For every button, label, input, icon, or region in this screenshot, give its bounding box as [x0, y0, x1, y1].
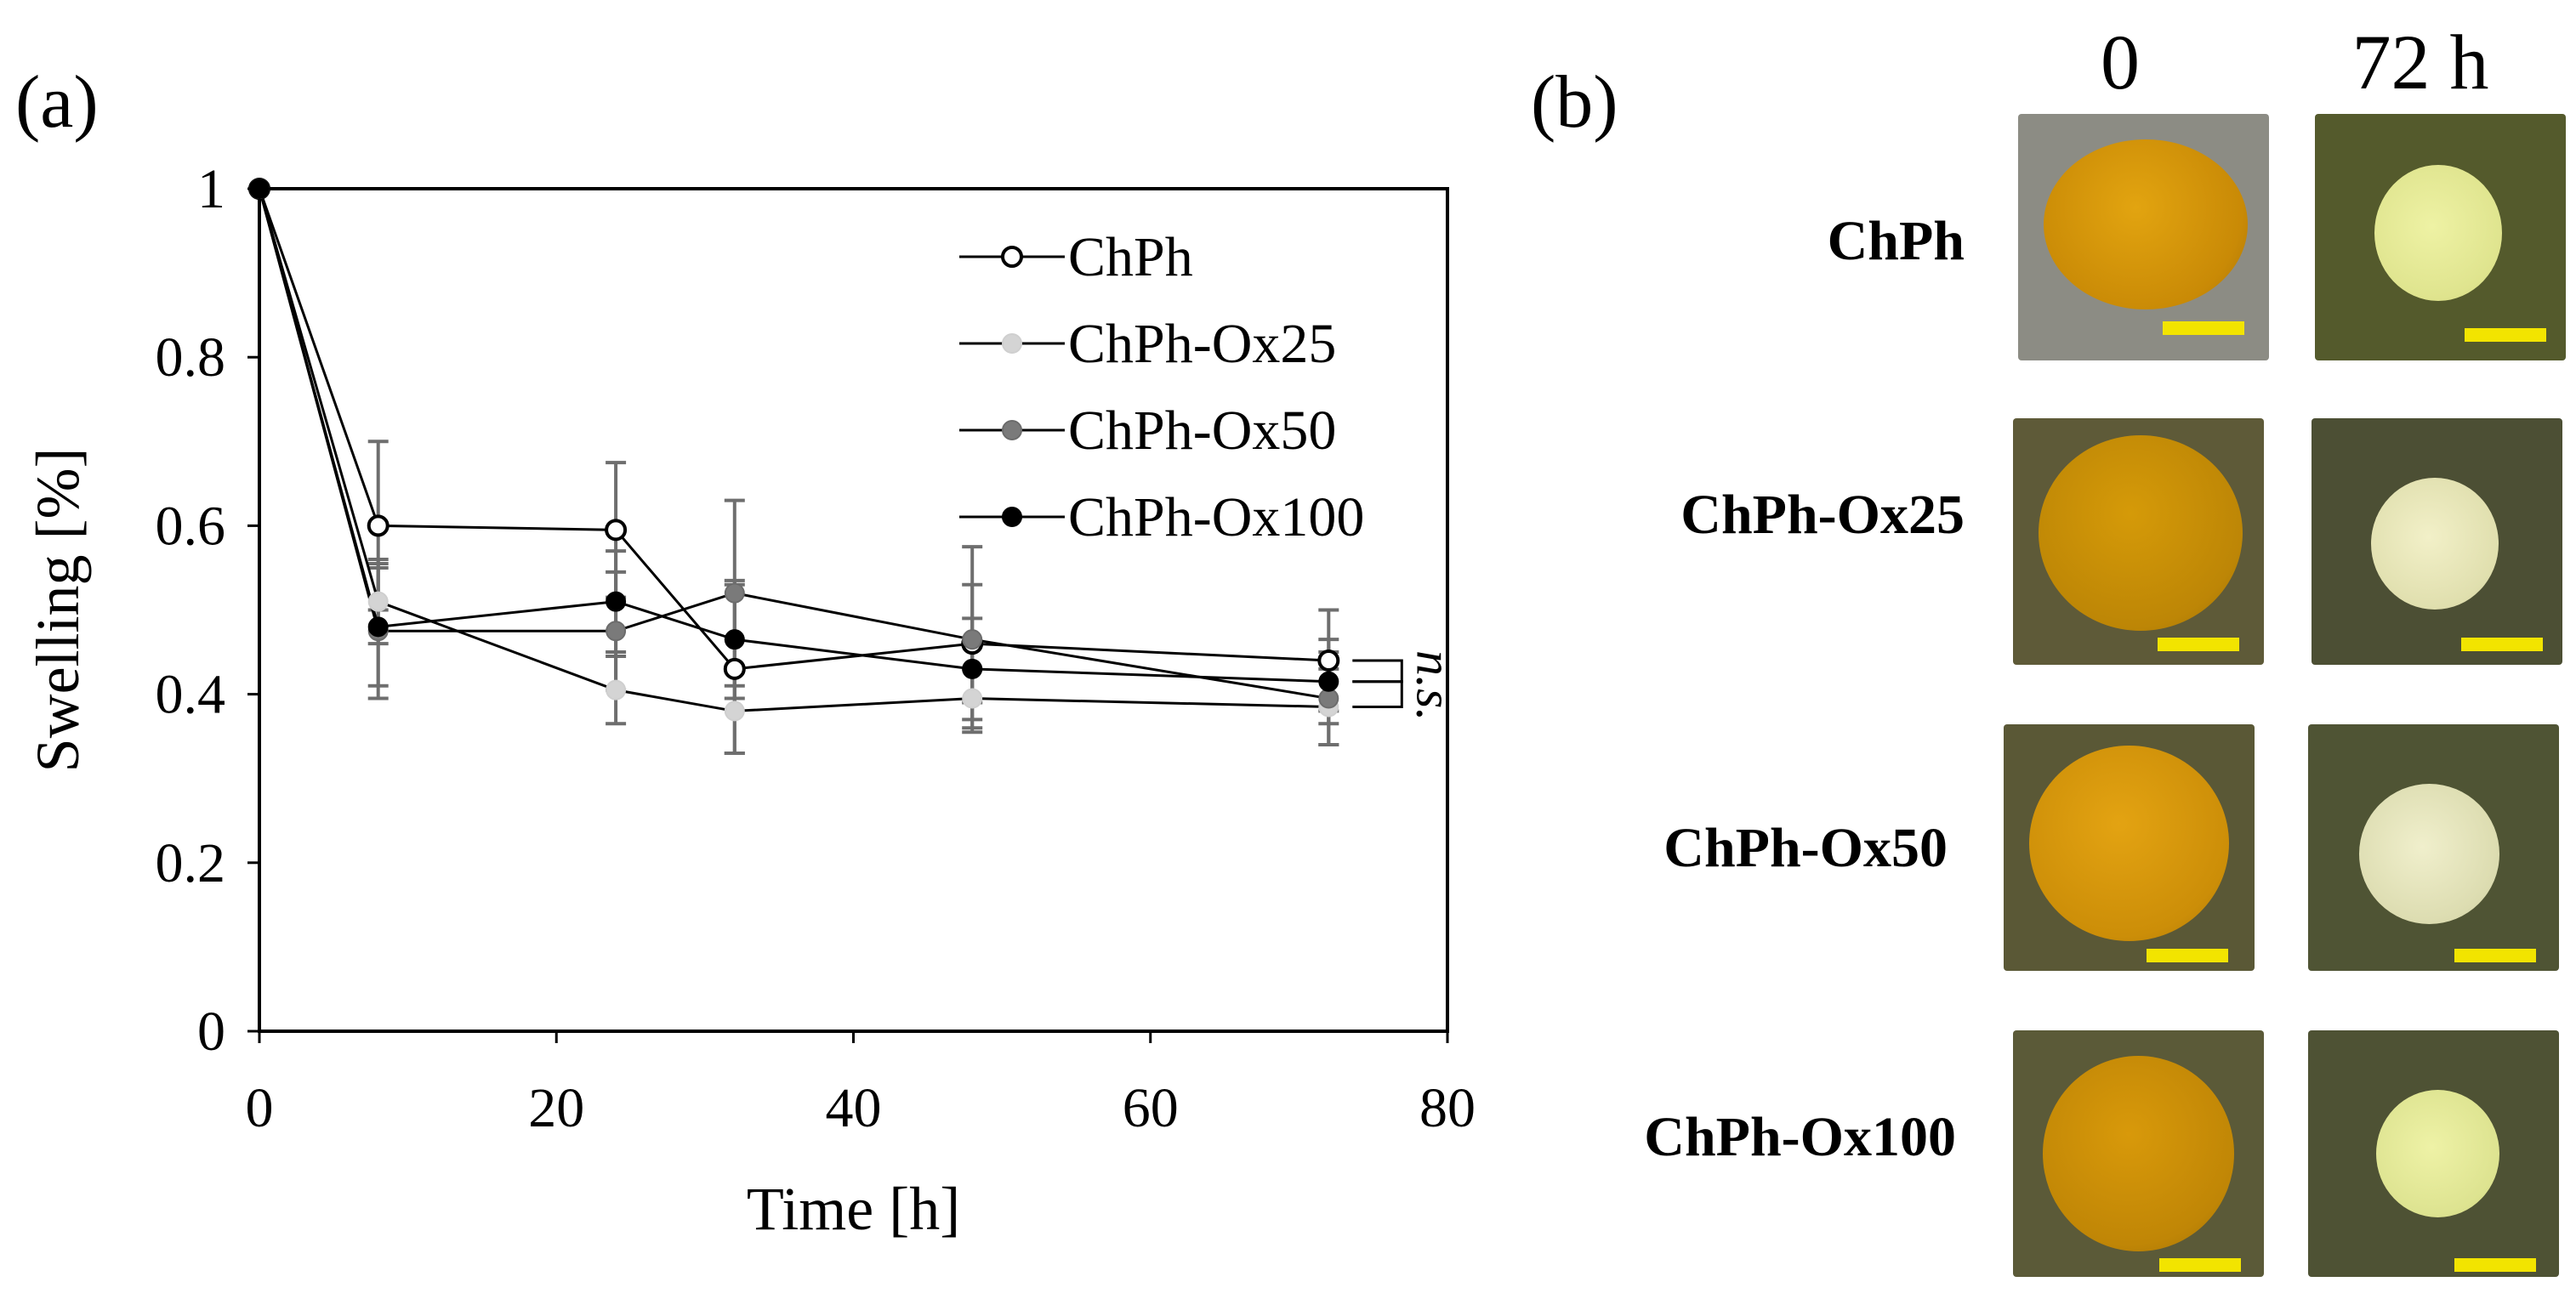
scale-bar [2461, 638, 2543, 651]
y-tick-label: 0.4 [156, 664, 226, 726]
legend-marker [1001, 246, 1023, 268]
photo-chph-ox50-72h [2308, 724, 2559, 971]
data-point-chph-ox100 [367, 616, 389, 638]
series-line-chph-ox25 [258, 188, 1329, 712]
legend-entry: ChPh-Ox25 [1068, 313, 1336, 375]
photo-chph-0h [2018, 114, 2269, 360]
data-point-chph [367, 514, 390, 537]
x-tick-label: 40 [826, 1077, 882, 1139]
legend-marker [1002, 420, 1022, 440]
legend-marker [1002, 507, 1022, 527]
data-point-chph-ox25 [367, 591, 389, 612]
column-header-0h: 0 [2101, 19, 2140, 105]
row-label-chph-ox50: ChPh-Ox50 [1663, 817, 1948, 879]
photo-chph-ox25-0h [2013, 418, 2264, 665]
legend-entry: ChPh-Ox50 [1068, 400, 1336, 462]
photo-chph-ox100-0h [2013, 1030, 2264, 1277]
data-point-chph-ox100 [249, 179, 270, 199]
y-tick-label: 0 [197, 1001, 225, 1063]
legend-entry: ChPh-Ox100 [1068, 486, 1364, 548]
x-tick-label: 60 [1123, 1077, 1179, 1139]
x-tick-label: 0 [246, 1077, 274, 1139]
scale-bar [2159, 1258, 2241, 1272]
panel-b-label: (b) [1531, 61, 1618, 144]
data-point-chph-ox25 [724, 701, 745, 722]
x-tick-label: 80 [1419, 1077, 1476, 1139]
photo-chph-ox25-72h [2312, 418, 2562, 665]
data-point-chph [1317, 649, 1340, 672]
data-point-chph [605, 519, 628, 542]
x-tick-label: 20 [528, 1077, 584, 1139]
photo-chph-ox50-0h [2004, 724, 2255, 971]
scale-bar [2454, 1258, 2536, 1272]
legend-marker [1002, 333, 1022, 354]
data-point-chph-ox100 [724, 629, 745, 650]
data-point-chph-ox50 [1318, 688, 1339, 709]
scale-bar [2163, 321, 2244, 335]
y-axis-label: Swelling [%] [24, 448, 92, 773]
y-tick-label: 0.6 [156, 495, 226, 557]
data-point-chph-ox50 [606, 621, 627, 642]
significance-label: n.s. [1406, 650, 1462, 721]
data-point-chph-ox25 [962, 688, 983, 709]
legend-entry: ChPh [1068, 226, 1193, 288]
data-point-chph-ox25 [606, 679, 627, 701]
row-label-chph: ChPh [1827, 210, 1965, 272]
data-point-chph-ox50 [962, 629, 983, 650]
y-tick-label: 1 [197, 158, 225, 220]
series-line-chph [258, 188, 1329, 671]
scale-bar [2454, 949, 2536, 962]
panel-a-label: (a) [15, 61, 99, 144]
row-label-chph-ox25: ChPh-Ox25 [1680, 484, 1965, 546]
data-point-chph-ox100 [1318, 671, 1339, 692]
scale-bar [2147, 949, 2228, 962]
photo-chph-72h [2315, 114, 2566, 360]
photo-chph-ox100-72h [2308, 1030, 2559, 1277]
data-point-chph [723, 657, 746, 680]
y-tick-label: 0.8 [156, 326, 226, 389]
significance-bracket [1352, 680, 1403, 708]
row-label-chph-ox100: ChPh-Ox100 [1644, 1106, 1956, 1168]
data-point-chph-ox50 [724, 582, 745, 604]
series-line-chph-ox100 [258, 188, 1329, 684]
scale-bar [2465, 328, 2546, 342]
significance-bracket [1352, 659, 1403, 684]
column-header-72h: 72 h [2351, 19, 2489, 105]
data-point-chph-ox100 [606, 591, 627, 612]
y-tick-label: 0.2 [156, 832, 226, 894]
data-point-chph-ox100 [962, 658, 983, 679]
x-axis-label: Time [h] [747, 1175, 960, 1243]
scale-bar [2158, 638, 2239, 651]
